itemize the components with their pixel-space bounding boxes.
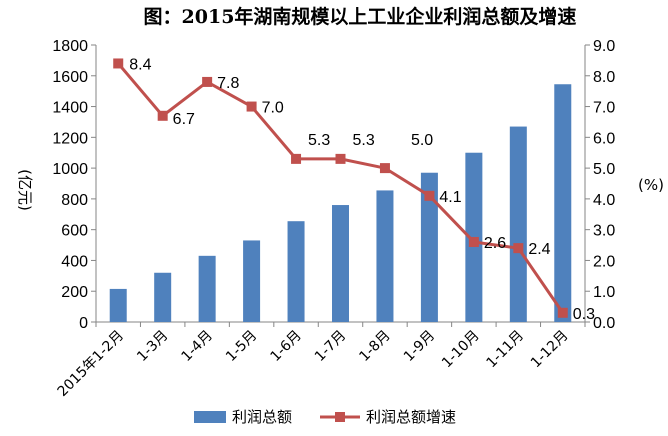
line-point <box>157 110 168 121</box>
line-point <box>113 58 124 69</box>
line-data-label: 5.3 <box>353 132 375 149</box>
line-point <box>291 153 302 164</box>
legend-marker <box>335 412 345 422</box>
left-tick-label: 200 <box>61 284 88 301</box>
legend-label-bar: 利润总额 <box>232 408 292 426</box>
line-data-label: 2.4 <box>528 241 550 258</box>
bar <box>198 255 216 322</box>
line-series: 8.4 6.7 7.8 7.0 5.3 5.3 5.0 4.1 2.6 2.4 0.3 <box>113 56 595 323</box>
left-axis-title: (亿元) <box>16 169 34 211</box>
left-tick-label: 400 <box>61 253 88 270</box>
line-data-label: 5.0 <box>411 132 433 149</box>
category-label: 2015年1-2月 <box>55 328 127 400</box>
bar <box>109 288 127 322</box>
right-tick-label: 9.0 <box>593 38 615 55</box>
line-point <box>468 236 479 247</box>
bar <box>332 205 349 322</box>
bar <box>376 190 394 322</box>
right-tick-label: 4.0 <box>593 192 615 209</box>
category-label: 1-9月 <box>401 328 438 365</box>
category-labels: 2015年1-2月 1-3月 1-4月 1-5月 1-6月 1-7月 1-8月 1-9月 1-1… <box>55 328 572 400</box>
line-data-label: 5.3 <box>308 132 330 149</box>
legend-label-line: 利润总额增速 <box>366 408 456 426</box>
bar <box>243 240 261 322</box>
category-label: 1-3月 <box>134 328 171 365</box>
line-point <box>379 163 390 174</box>
category-label: 1-5月 <box>223 328 260 365</box>
chart-axes: 0 200 400 600 800 1000 1200 1400 1600 1800 0.0 1.0 2… <box>52 38 615 332</box>
line-data-label: 7.8 <box>217 75 239 92</box>
legend-swatch-bar <box>194 411 226 423</box>
line-point <box>335 153 346 164</box>
line-point <box>557 307 568 318</box>
line-data-label: 4.1 <box>439 189 461 206</box>
category-label: 1-12月 <box>528 328 572 372</box>
left-tick-label: 1600 <box>52 69 88 86</box>
right-tick-label: 8.0 <box>593 69 615 86</box>
line-data-label: 6.7 <box>173 111 195 128</box>
left-tick-label: 800 <box>61 192 88 209</box>
category-label: 1-6月 <box>267 328 304 365</box>
left-tick-label: 1200 <box>52 130 88 147</box>
bar <box>154 272 172 322</box>
line-data-label: 0.3 <box>573 306 595 323</box>
line-point <box>246 101 257 112</box>
bar <box>509 126 527 322</box>
right-tick-label: 5.0 <box>593 161 615 178</box>
right-tick-label: 2.0 <box>593 253 615 270</box>
left-tick-label: 0 <box>79 315 88 332</box>
category-label: 1-4月 <box>179 328 216 365</box>
left-tick-label: 600 <box>61 223 88 240</box>
line-point <box>202 76 213 87</box>
right-tick-label: 1.0 <box>593 284 615 301</box>
bar <box>420 172 438 322</box>
right-axis-title: (%) <box>638 176 664 194</box>
category-label: 1-11月 <box>483 328 527 372</box>
line-data-label: 2.6 <box>484 235 506 252</box>
line-data-label: 8.4 <box>129 56 151 73</box>
category-label: 1-7月 <box>312 328 349 365</box>
category-label: 1-8月 <box>356 328 393 365</box>
line-point <box>424 190 435 201</box>
bar <box>287 221 305 322</box>
category-label: 1-10月 <box>439 328 483 372</box>
bar-series <box>109 84 572 322</box>
right-tick-label: 3.0 <box>593 223 615 240</box>
right-tick-label: 0.0 <box>593 315 615 332</box>
chart-title: 图：2015年湖南规模以上工业企业利润总额及增速 <box>144 5 577 28</box>
right-tick-label: 7.0 <box>593 100 615 117</box>
legend: 利润总额 利润总额增速 <box>194 408 456 426</box>
line-point <box>513 243 524 254</box>
left-tick-label: 1000 <box>52 161 88 178</box>
bar <box>554 84 572 322</box>
left-tick-label: 1400 <box>52 100 88 117</box>
left-tick-label: 1800 <box>52 38 88 55</box>
line-data-label: 7.0 <box>262 100 284 117</box>
right-tick-label: 6.0 <box>593 130 615 147</box>
